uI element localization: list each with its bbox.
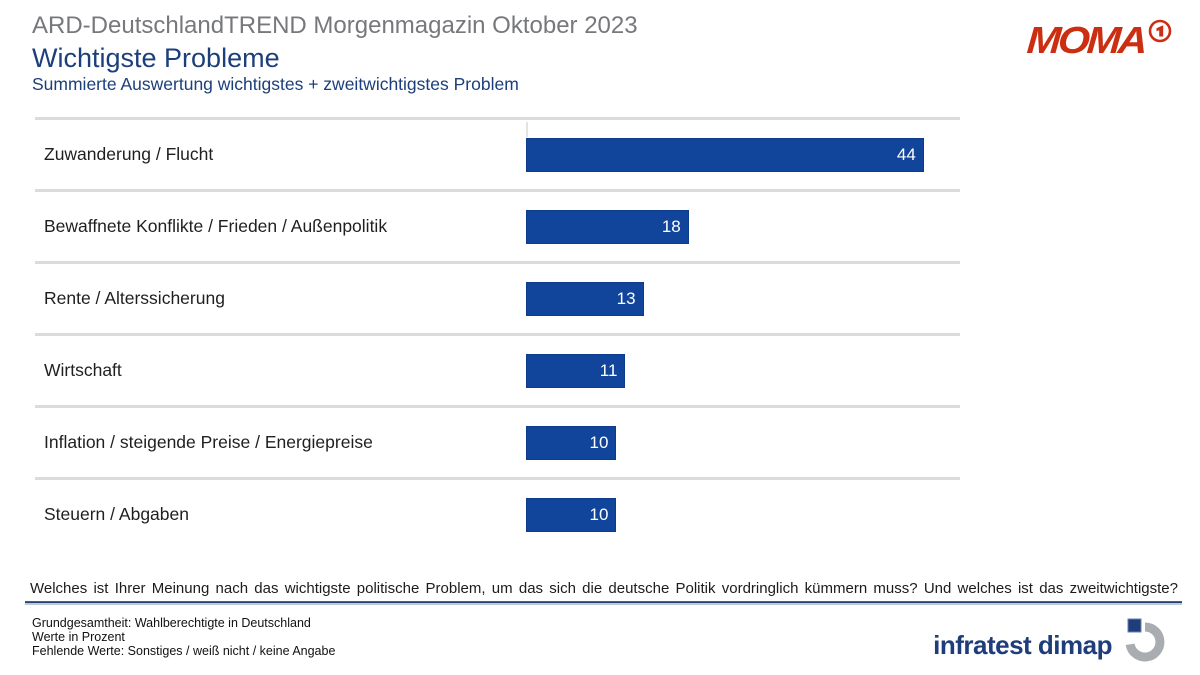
bar: 10 <box>526 425 617 460</box>
bar: 11 <box>526 353 626 388</box>
bar-track: 10 <box>526 425 960 460</box>
page-subtitle: Summierte Auswertung wichtigstes + zweit… <box>32 74 519 94</box>
bar-track: 44 <box>526 137 960 172</box>
survey-question: Welches ist Ihrer Meinung nach das wicht… <box>30 580 1178 597</box>
bar-value-label: 10 <box>589 504 609 524</box>
bar-value-label: 13 <box>616 288 636 308</box>
category-label: Wirtschaft <box>44 360 122 380</box>
bar-value-label: 11 <box>599 360 618 380</box>
bar: 44 <box>526 137 924 172</box>
page-title: Wichtigste Probleme <box>32 43 280 73</box>
chart-row: Rente / Alterssicherung 13 <box>35 261 960 333</box>
bar-chart: Zuwanderung / Flucht 44 Bewaffnete Konfl… <box>35 117 960 549</box>
bar-value-label: 44 <box>896 144 916 164</box>
footnote-population: Grundgesamtheit: Wahlberechtigte in Deut… <box>32 616 311 630</box>
footnote-unit: Werte in Prozent <box>32 630 125 644</box>
bar: 13 <box>526 281 644 316</box>
chart-row: Zuwanderung / Flucht 44 <box>35 117 960 189</box>
footer-divider <box>25 601 1182 605</box>
bar-track: 13 <box>526 281 960 316</box>
bar-track: 10 <box>526 497 960 532</box>
infratest-dimap-wordmark: infratest dimap <box>933 630 1112 660</box>
footnote-missing: Fehlende Werte: Sonstiges / weiß nicht /… <box>32 644 336 658</box>
axis-baseline-tick <box>526 122 528 137</box>
chart-row: Steuern / Abgaben 10 <box>35 477 960 549</box>
moma-wordmark: MOMA <box>1025 18 1147 62</box>
bar-value-label: 18 <box>661 216 681 236</box>
bar: 10 <box>526 497 617 532</box>
category-label: Rente / Alterssicherung <box>44 288 225 308</box>
kicker-text: ARD-DeutschlandTREND Morgenmagazin Oktob… <box>32 12 638 39</box>
category-label: Steuern / Abgaben <box>44 504 189 524</box>
bar-value-label: 10 <box>589 432 609 452</box>
infratest-dimap-mark-icon <box>1120 614 1168 669</box>
category-label: Zuwanderung / Flucht <box>44 144 214 164</box>
category-label: Bewaffnete Konflikte / Frieden / Außenpo… <box>44 216 388 236</box>
moma-logo: MOMA <box>1025 18 1172 64</box>
chart-row: Inflation / steigende Preise / Energiepr… <box>35 405 960 477</box>
bar-track: 18 <box>526 209 960 244</box>
chart-row: Bewaffnete Konflikte / Frieden / Außenpo… <box>35 189 960 261</box>
footnotes: Grundgesamtheit: Wahlberechtigte in Deut… <box>32 616 335 658</box>
chart-row: Wirtschaft 11 <box>35 333 960 405</box>
infratest-dimap-logo: infratest dimap <box>933 614 1168 669</box>
bar: 18 <box>526 209 689 244</box>
category-label: Inflation / steigende Preise / Energiepr… <box>44 432 373 452</box>
bar-track: 11 <box>526 353 960 388</box>
ard-one-icon <box>1148 19 1172 48</box>
